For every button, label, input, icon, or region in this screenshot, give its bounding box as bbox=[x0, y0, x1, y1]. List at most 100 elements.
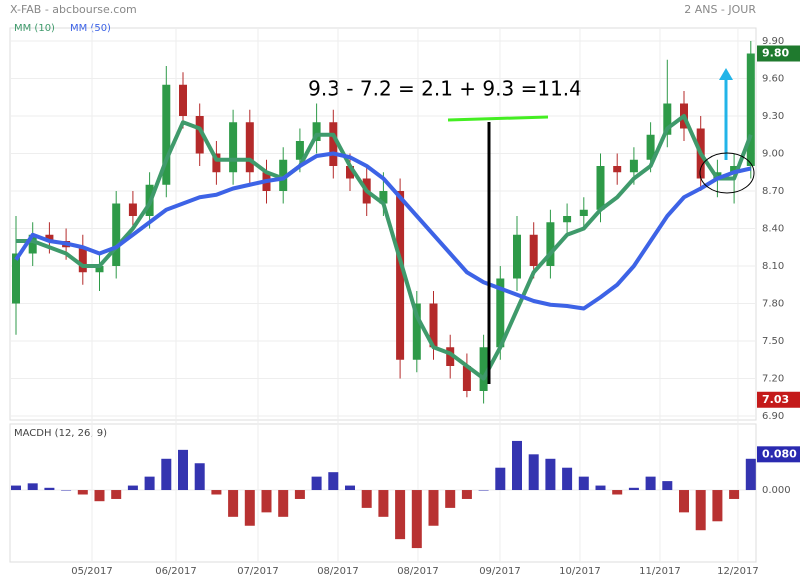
macd-bar bbox=[595, 485, 606, 491]
candle-body bbox=[112, 203, 121, 266]
macd-bar bbox=[495, 467, 506, 491]
y-tick-label: 6.90 bbox=[762, 411, 784, 422]
macd-bar bbox=[345, 485, 355, 491]
candle-body bbox=[646, 134, 655, 160]
x-tick-label: 11/2017 bbox=[639, 566, 681, 577]
macd-bar bbox=[512, 440, 522, 491]
candle-body bbox=[329, 122, 338, 166]
candle-body bbox=[245, 122, 254, 173]
macd-bar bbox=[745, 458, 756, 491]
macd-bar bbox=[578, 476, 589, 491]
candle-body bbox=[596, 166, 605, 210]
macd-bar bbox=[628, 487, 639, 491]
macd-bar bbox=[328, 472, 339, 491]
macd-bar bbox=[662, 481, 673, 491]
candle-body bbox=[396, 191, 405, 360]
candle-body bbox=[195, 116, 204, 154]
x-tick-label: 10/2017 bbox=[559, 566, 601, 577]
macd-bar bbox=[261, 490, 272, 513]
candle-body bbox=[663, 103, 672, 135]
macd-bar bbox=[111, 490, 122, 499]
macd-panel bbox=[9, 423, 757, 563]
macd-bar bbox=[27, 483, 38, 491]
x-tick-label: 12/2017 bbox=[717, 566, 759, 577]
candle-body bbox=[45, 234, 54, 241]
y-tick-label: 7.80 bbox=[762, 299, 784, 310]
y-tick-label: 9.00 bbox=[762, 149, 784, 160]
macd-bar bbox=[445, 490, 456, 508]
candle-body bbox=[78, 247, 87, 273]
macd-bar bbox=[94, 490, 105, 502]
candle-body bbox=[95, 266, 104, 273]
macd-bar bbox=[478, 490, 489, 491]
macd-bar bbox=[311, 476, 322, 491]
macd-bar bbox=[228, 490, 239, 517]
price-badge bbox=[757, 391, 800, 408]
y-tick-label: 7.50 bbox=[762, 336, 784, 347]
chart-title: X-FAB - abcbourse.com bbox=[10, 3, 137, 16]
candle-body bbox=[746, 53, 755, 166]
candle-body bbox=[179, 84, 187, 116]
x-tick-label: 08/2017 bbox=[317, 566, 359, 577]
x-tick-label: 08/2017 bbox=[397, 566, 439, 577]
candle-body bbox=[346, 166, 354, 179]
macd-bar bbox=[411, 490, 422, 549]
macd-bar bbox=[645, 476, 656, 491]
annotation: 9.3 - 7.2 = 2.1 + 9.3 =11.4 bbox=[308, 77, 582, 101]
candle-body bbox=[613, 166, 622, 173]
macd-bar bbox=[395, 490, 406, 540]
macd-bar bbox=[612, 490, 623, 495]
x-tick-label: 06/2017 bbox=[155, 566, 197, 577]
macd-bar bbox=[127, 485, 138, 491]
candle-body bbox=[462, 366, 471, 391]
candle-body bbox=[629, 159, 638, 173]
macd-label: MACDH (12, 26, 9) bbox=[14, 428, 107, 439]
macd-bar bbox=[461, 490, 472, 499]
price-badge-label: 9.80 bbox=[762, 47, 789, 60]
macd-bar bbox=[44, 487, 55, 491]
macd-bar bbox=[378, 490, 389, 517]
candle-body bbox=[529, 234, 538, 266]
legend-ma10: MM (10) bbox=[14, 23, 55, 34]
candle-body bbox=[128, 203, 137, 216]
macd-bar bbox=[712, 490, 723, 522]
x-tick-label: 09/2017 bbox=[479, 566, 521, 577]
macd-bar bbox=[428, 490, 439, 526]
drawings bbox=[447, 68, 755, 384]
macd-bar bbox=[361, 490, 372, 508]
macd-bar bbox=[545, 458, 556, 491]
macd-bar bbox=[729, 490, 740, 499]
candle-body bbox=[579, 209, 588, 216]
macd-bar bbox=[528, 454, 539, 491]
moving-average-line bbox=[14, 151, 752, 311]
candle-body bbox=[429, 303, 438, 348]
price-badge bbox=[757, 45, 800, 62]
candle-body bbox=[229, 122, 238, 173]
price-badge bbox=[757, 446, 800, 463]
y-tick-label: 8.40 bbox=[762, 224, 784, 235]
candle-body bbox=[496, 278, 505, 348]
legend-ma50: MM (50) bbox=[70, 23, 111, 34]
macd-bar bbox=[61, 490, 72, 491]
candle-body bbox=[312, 122, 321, 141]
macd-bar bbox=[679, 490, 689, 513]
macd-bar bbox=[562, 467, 573, 491]
y-tick-label: 9.30 bbox=[762, 111, 784, 122]
candle-body bbox=[730, 166, 739, 173]
y-tick-label: 9.90 bbox=[762, 36, 784, 47]
candle-body bbox=[162, 84, 171, 185]
candle-body bbox=[546, 222, 555, 266]
period: 2 ANS - JOUR bbox=[684, 3, 756, 16]
candle-body bbox=[446, 347, 455, 366]
x-tick-label: 05/2017 bbox=[71, 566, 113, 577]
macd-bar bbox=[211, 490, 222, 495]
circle-mark bbox=[699, 152, 755, 194]
y-tick-label: 9.60 bbox=[762, 74, 784, 85]
moving-average-line bbox=[16, 114, 753, 381]
macd-bar bbox=[194, 463, 205, 491]
candle-body bbox=[28, 234, 37, 254]
y-tick-label: 0.000 bbox=[762, 485, 791, 496]
macd-bar bbox=[244, 490, 255, 526]
